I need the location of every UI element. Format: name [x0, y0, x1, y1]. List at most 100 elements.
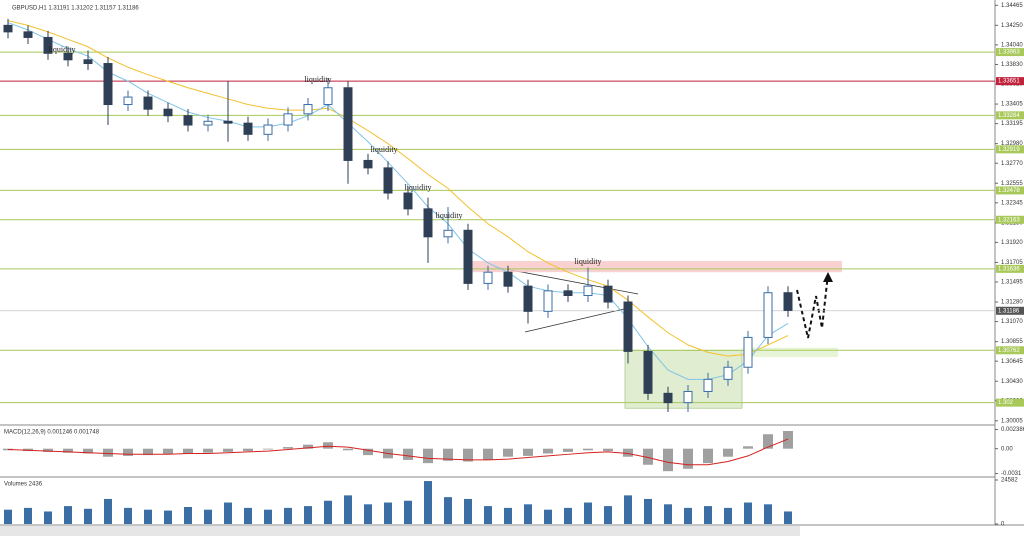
candle-body — [723, 366, 733, 380]
candle-body — [123, 96, 133, 106]
volume-bar — [684, 507, 692, 524]
macd-bar — [783, 431, 793, 449]
volume-bar — [404, 500, 412, 524]
volume-bar — [444, 497, 452, 524]
macd-bar — [143, 448, 153, 456]
volume-bar — [144, 509, 152, 524]
candle-body — [243, 122, 253, 135]
y-tick-label: 1.31705 — [1001, 260, 1023, 266]
macd-bar — [603, 448, 613, 452]
candle-body — [3, 24, 13, 33]
volume-bar — [324, 500, 332, 524]
time-axis — [0, 526, 800, 536]
level-label-bg — [996, 264, 1024, 273]
y-tick-label: 1.30855 — [1001, 339, 1023, 345]
level-label: 1.32478 — [998, 188, 1020, 194]
candle-body — [103, 63, 113, 106]
level-label-bg — [996, 186, 1024, 195]
trend-line — [524, 307, 629, 333]
candle-body — [383, 167, 393, 194]
y-tick-label: 1.30005 — [1001, 418, 1023, 424]
macd-bar — [743, 446, 753, 449]
volume-bar — [304, 506, 312, 524]
level-label: 1.33651 — [998, 79, 1020, 85]
macd-bar — [323, 442, 333, 449]
y-tick-label: 1.32555 — [1001, 181, 1023, 187]
level-label: 1.32919 — [998, 147, 1020, 153]
volume-bar — [244, 507, 252, 524]
candle-body — [543, 290, 553, 312]
volume-bar — [544, 509, 552, 524]
forecast-arrow — [796, 273, 829, 339]
macd-bar — [263, 448, 273, 450]
arrow-head — [823, 272, 833, 282]
macd-bar — [283, 447, 293, 449]
volume-bar — [424, 481, 432, 524]
candle-body — [323, 87, 333, 106]
moving-average — [7, 20, 789, 357]
zone — [468, 261, 842, 273]
candle-body — [623, 301, 633, 352]
level-label: 1.33284 — [998, 113, 1020, 119]
level-label: 1.33963 — [998, 50, 1020, 56]
macd-bar — [363, 448, 373, 456]
y-tick-label: 1.34465 — [1001, 3, 1023, 9]
moving-average — [7, 22, 789, 380]
volume-bar — [344, 495, 352, 524]
candle-body — [763, 292, 773, 338]
candle-body — [63, 52, 73, 61]
level-label-bg — [996, 111, 1024, 120]
macd-signal — [7, 438, 789, 466]
candle-body — [143, 96, 153, 110]
candle-body — [603, 285, 613, 303]
y-tick-label: 1.34040 — [1001, 42, 1023, 48]
volume-bar — [604, 506, 612, 524]
y-tick-label: 1.33405 — [1001, 102, 1023, 108]
volume-bar — [4, 509, 12, 524]
macd-bar — [463, 448, 473, 462]
volume-bar — [564, 507, 572, 524]
macd-bar — [583, 448, 593, 451]
macd-bar — [403, 448, 413, 460]
level-label-bg — [996, 398, 1024, 407]
volume-bar — [504, 507, 512, 524]
annotation: liquidity — [435, 211, 462, 220]
volume-bar — [584, 502, 592, 524]
volume-bar — [704, 506, 712, 524]
level-label-bg — [996, 48, 1024, 57]
macd-label: MACD(12,26,9) 0.001246 0.001748 — [4, 430, 100, 436]
candle-body — [703, 378, 713, 392]
candle-body — [503, 271, 513, 287]
candle-body — [183, 115, 193, 126]
macd-bar — [43, 448, 53, 452]
level-label-bg — [996, 346, 1024, 355]
macd-bar — [663, 448, 673, 472]
level-label-bg — [996, 77, 1024, 86]
volume-bar — [464, 498, 472, 524]
y-tick-label: 1.32345 — [1001, 200, 1023, 206]
y-tick-label: 1.31495 — [1001, 280, 1023, 286]
volume-bar — [84, 508, 92, 524]
macd-bar — [643, 448, 653, 465]
volume-bar — [164, 510, 172, 524]
candle-body — [683, 390, 693, 404]
volume-bar — [724, 507, 732, 524]
candle-body — [463, 229, 473, 284]
macd-bar — [303, 444, 313, 449]
volume-tick-label: 0 — [1001, 522, 1005, 528]
volume-bar — [664, 504, 672, 524]
level-label: 1.32163 — [998, 217, 1020, 223]
macd-bar — [523, 448, 533, 456]
y-tick-label: 1.31070 — [1001, 319, 1023, 325]
volume-bar — [24, 507, 32, 524]
candle-body — [423, 208, 433, 238]
macd-bar — [183, 448, 193, 454]
volume-bar — [744, 502, 752, 524]
y-tick-label: 1.33195 — [1001, 121, 1023, 127]
volume-bar — [764, 504, 772, 524]
candle-body — [443, 229, 453, 238]
candle-body — [263, 124, 273, 135]
macd-bar — [83, 448, 93, 454]
y-tick-label: 1.30645 — [1001, 359, 1023, 365]
